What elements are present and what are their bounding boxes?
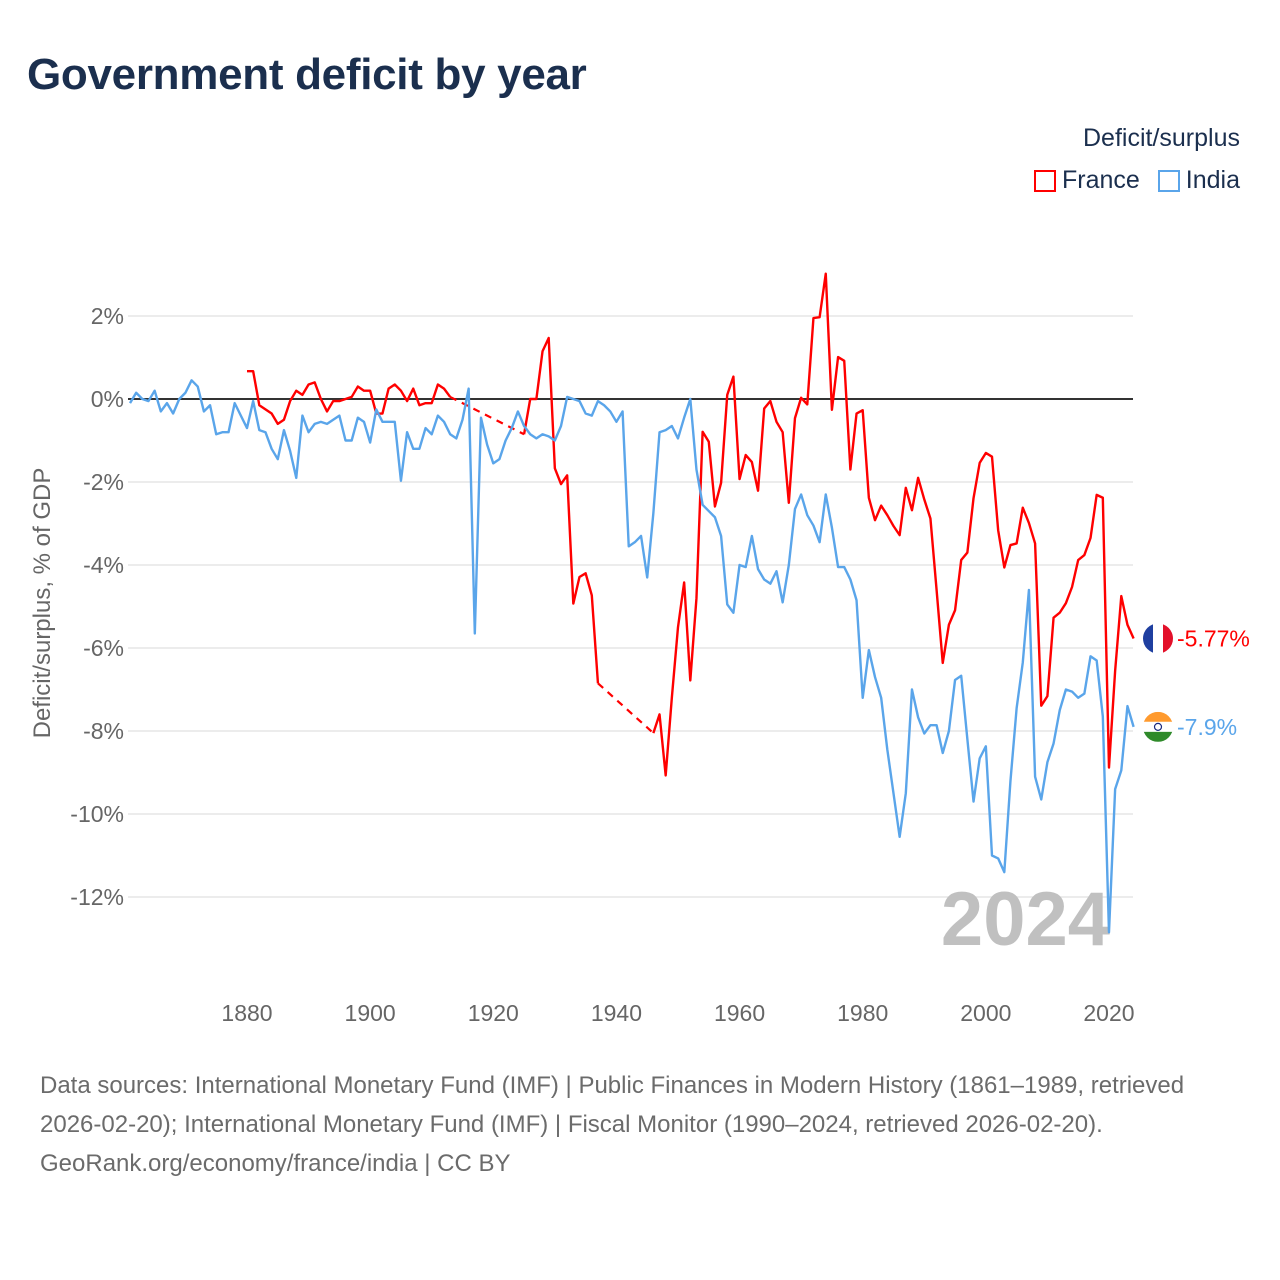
x-tick-label: 1960 [714, 1000, 765, 1026]
y-tick-label: -4% [83, 552, 124, 578]
chart-area: 2% 0% -2% -4% -6% -8% -10% -12% 1880 1900 1920 194… [29, 272, 1250, 1026]
y-tick-label: 2% [91, 303, 124, 329]
x-tick-label: 2020 [1083, 1000, 1134, 1026]
series-lines [128, 272, 1135, 934]
watermark-year: 2024 [941, 877, 1110, 962]
data-sources: Data sources: International Monetary Fun… [40, 1072, 1185, 1138]
footer: Data sources: International Monetary Fun… [40, 1066, 1240, 1183]
legend-label-france: France [1061, 166, 1140, 194]
x-tick-label: 2000 [960, 1000, 1011, 1026]
series-line-france[interactable] [247, 272, 1135, 777]
legend-title: Deficit/surplus [1083, 124, 1240, 152]
legend-swatch-france [1033, 169, 1056, 192]
flag-france-icon [1143, 623, 1173, 654]
legend-item-france[interactable]: France [1033, 166, 1140, 195]
y-tick-label: -8% [83, 718, 124, 744]
credit-link[interactable]: GeoRank.org/economy/france/india | CC BY [40, 1150, 511, 1177]
y-axis-label: Deficit/surplus, % of GDP [29, 468, 56, 739]
grid-lines [128, 315, 1133, 898]
end-label-india: -7.9% [1177, 714, 1237, 740]
x-tick-label: 1880 [221, 1000, 272, 1026]
end-labels: -5.77% -7.9% [1143, 623, 1250, 742]
y-tick-label: -12% [70, 884, 124, 910]
series-line-india[interactable] [128, 379, 1135, 934]
y-tick-label: -2% [83, 469, 124, 495]
legend: France India [1033, 166, 1240, 195]
legend-swatch-india [1157, 169, 1180, 192]
end-label-france: -5.77% [1177, 625, 1250, 651]
chart-title: Government deficit by year [27, 50, 587, 99]
x-tick-label: 1900 [345, 1000, 396, 1026]
x-tick-label: 1940 [591, 1000, 642, 1026]
legend-label-india: India [1185, 166, 1240, 194]
y-tick-label: -6% [83, 635, 124, 661]
x-tick-label: 1920 [468, 1000, 519, 1026]
y-tick-label: -10% [70, 801, 124, 827]
legend-item-india[interactable]: India [1157, 166, 1240, 195]
x-tick-label: 1980 [837, 1000, 888, 1026]
x-axis-ticks: 1880 1900 1920 1940 1960 1980 2000 2020 [221, 1000, 1134, 1026]
y-axis-ticks: 2% 0% -2% -4% -6% -8% -10% -12% [70, 303, 124, 910]
flag-india-icon [1143, 711, 1173, 742]
y-tick-label: 0% [91, 386, 124, 412]
